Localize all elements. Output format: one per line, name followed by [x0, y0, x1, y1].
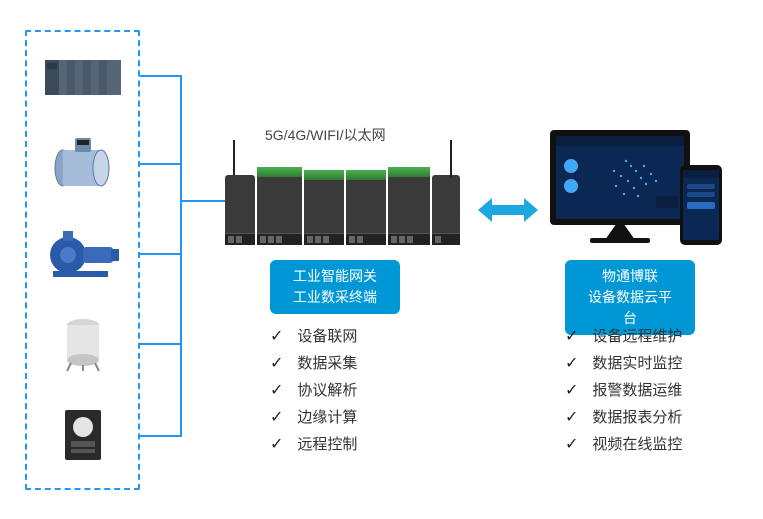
electric-meter-icon — [43, 405, 123, 465]
feature-item: ✓ 报警数据运维 — [565, 379, 682, 400]
monitor-icon — [550, 130, 690, 225]
feature-item: ✓ 数据报表分析 — [565, 406, 682, 427]
device-tank — [35, 308, 130, 378]
check-icon: ✓ — [565, 407, 578, 427]
feature-text: 视频在线监控 — [592, 433, 682, 454]
device-plc — [35, 40, 130, 110]
feature-text: 数据采集 — [297, 352, 357, 373]
feature-text: 边缘计算 — [297, 406, 357, 427]
monitor-base — [590, 238, 650, 243]
platform-label-line1: 物通博联 — [583, 266, 677, 287]
feature-text: 报警数据运维 — [592, 379, 682, 400]
feature-item: ✓ 视频在线监控 — [565, 433, 682, 454]
check-icon: ✓ — [270, 434, 283, 454]
device-flow-meter — [35, 128, 130, 198]
bidirectional-arrow-icon — [478, 195, 538, 225]
feature-text: 协议解析 — [297, 379, 357, 400]
feature-item: ✓ 设备联网 — [270, 325, 357, 346]
connector — [140, 343, 180, 345]
gateway-devices — [225, 150, 465, 245]
pump-icon — [43, 223, 123, 283]
feature-text: 数据报表分析 — [592, 406, 682, 427]
feature-item: ✓ 数据实时监控 — [565, 352, 682, 373]
check-icon: ✓ — [270, 353, 283, 373]
plc-icon — [43, 45, 123, 105]
check-icon: ✓ — [270, 326, 283, 346]
flow-meter-icon — [43, 133, 123, 193]
connector-bus — [180, 75, 182, 437]
gateway-label-line2: 工业数采终端 — [288, 287, 382, 308]
connector — [140, 75, 180, 77]
cloud-platform-devices — [550, 130, 730, 250]
gateway-label-line1: 工业智能网关 — [288, 266, 382, 287]
feature-item: ✓ 设备远程维护 — [565, 325, 682, 346]
connector — [140, 435, 180, 437]
network-label: 5G/4G/WIFI/以太网 — [265, 125, 386, 145]
gateway-label: 工业智能网关 工业数采终端 — [270, 260, 400, 314]
platform-features: ✓ 设备远程维护 ✓ 数据实时监控 ✓ 报警数据运维 ✓ 数据报表分析 ✓ 视频在线监控 — [565, 325, 682, 460]
check-icon: ✓ — [565, 380, 578, 400]
feature-item: ✓ 边缘计算 — [270, 406, 357, 427]
feature-text: 数据实时监控 — [592, 352, 682, 373]
connector — [140, 163, 180, 165]
feature-text: 远程控制 — [297, 433, 357, 454]
check-icon: ✓ — [270, 407, 283, 427]
check-icon: ✓ — [565, 326, 578, 346]
feature-item: ✓ 协议解析 — [270, 379, 357, 400]
check-icon: ✓ — [270, 380, 283, 400]
tank-icon — [43, 313, 123, 373]
phone-icon — [680, 165, 722, 245]
device-electric-meter — [35, 400, 130, 470]
feature-item: ✓ 远程控制 — [270, 433, 357, 454]
device-pump — [35, 218, 130, 288]
feature-text: 设备远程维护 — [592, 325, 682, 346]
gateway-features: ✓ 设备联网 ✓ 数据采集 ✓ 协议解析 ✓ 边缘计算 ✓ 远程控制 — [270, 325, 357, 460]
platform-label-line2: 设备数据云平台 — [583, 287, 677, 329]
check-icon: ✓ — [565, 353, 578, 373]
diagram-canvas: 5G/4G/WIFI/以太网 — [0, 0, 763, 519]
connector — [140, 253, 180, 255]
check-icon: ✓ — [565, 434, 578, 454]
feature-text: 设备联网 — [297, 325, 357, 346]
platform-label: 物通博联 设备数据云平台 — [565, 260, 695, 335]
feature-item: ✓ 数据采集 — [270, 352, 357, 373]
connector-to-gateway — [180, 200, 225, 202]
